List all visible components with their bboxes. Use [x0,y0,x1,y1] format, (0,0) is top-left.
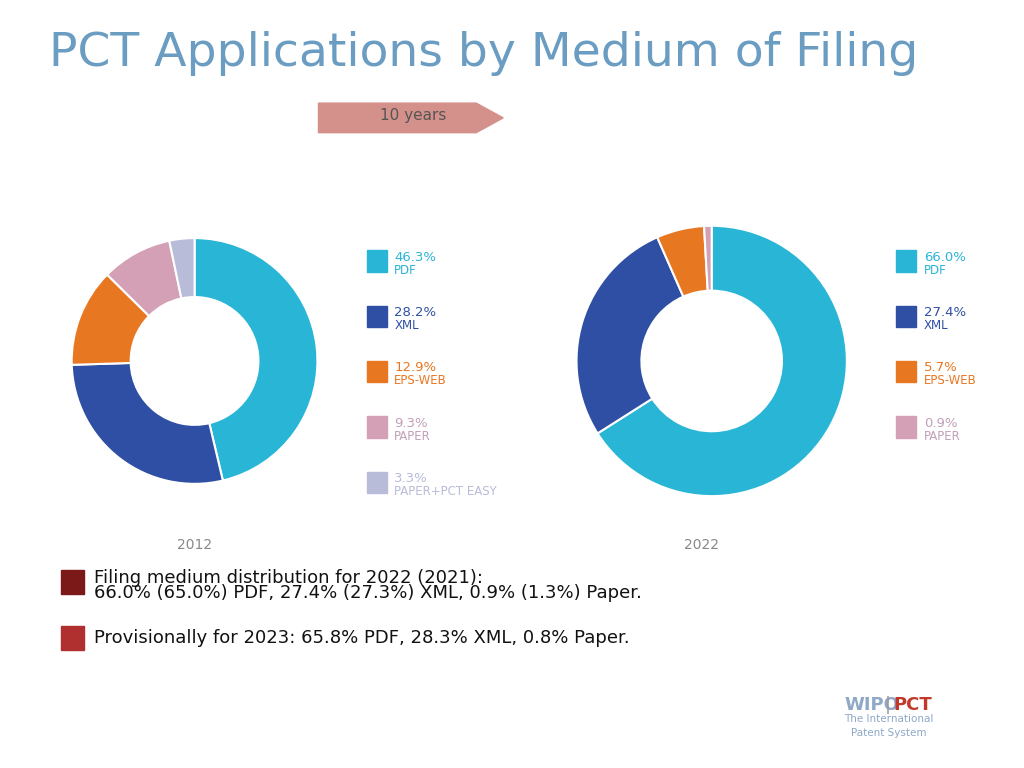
Text: 5.7%: 5.7% [924,362,957,374]
Text: Filing medium distribution for 2022 (2021):: Filing medium distribution for 2022 (202… [94,568,483,587]
Text: XML: XML [924,319,948,332]
Text: 0.9%: 0.9% [924,417,957,429]
Text: 66.0% (65.0%) PDF, 27.4% (27.3%) XML, 0.9% (1.3%) Paper.: 66.0% (65.0%) PDF, 27.4% (27.3%) XML, 0.… [94,584,642,602]
Text: The International
Patent System: The International Patent System [844,713,934,738]
Text: 12.9%: 12.9% [394,362,436,374]
Text: 9.3%: 9.3% [394,417,428,429]
Text: PAPER: PAPER [394,430,431,442]
Text: |: | [885,696,891,714]
Text: PCT Applications by Medium of Filing: PCT Applications by Medium of Filing [49,31,919,76]
Text: 46.3%: 46.3% [394,251,436,263]
Text: 27.4%: 27.4% [924,306,966,319]
Text: XML: XML [394,319,419,332]
Wedge shape [598,226,847,496]
Text: 66.0%: 66.0% [924,251,966,263]
Wedge shape [657,226,708,296]
Text: 28.2%: 28.2% [394,306,436,319]
Text: PDF: PDF [924,264,946,276]
Text: 2012: 2012 [177,538,212,552]
Text: 10 years: 10 years [380,108,446,123]
Text: PDF: PDF [394,264,417,276]
Wedge shape [705,226,712,291]
Text: 2022: 2022 [684,538,719,552]
Wedge shape [108,240,181,316]
Wedge shape [72,275,150,365]
Wedge shape [169,238,195,299]
Wedge shape [195,238,317,481]
Text: PAPER+PCT EASY: PAPER+PCT EASY [394,485,497,498]
FancyArrow shape [318,103,503,133]
Text: EPS-WEB: EPS-WEB [394,375,447,387]
Text: PAPER: PAPER [924,430,961,442]
Text: 3.3%: 3.3% [394,472,428,485]
Wedge shape [577,237,683,433]
Text: PCT: PCT [893,696,932,714]
Text: WIPO: WIPO [845,696,900,714]
Text: Provisionally for 2023: 65.8% PDF, 28.3% XML, 0.8% Paper.: Provisionally for 2023: 65.8% PDF, 28.3%… [94,629,630,647]
Text: EPS-WEB: EPS-WEB [924,375,977,387]
Wedge shape [72,363,223,484]
